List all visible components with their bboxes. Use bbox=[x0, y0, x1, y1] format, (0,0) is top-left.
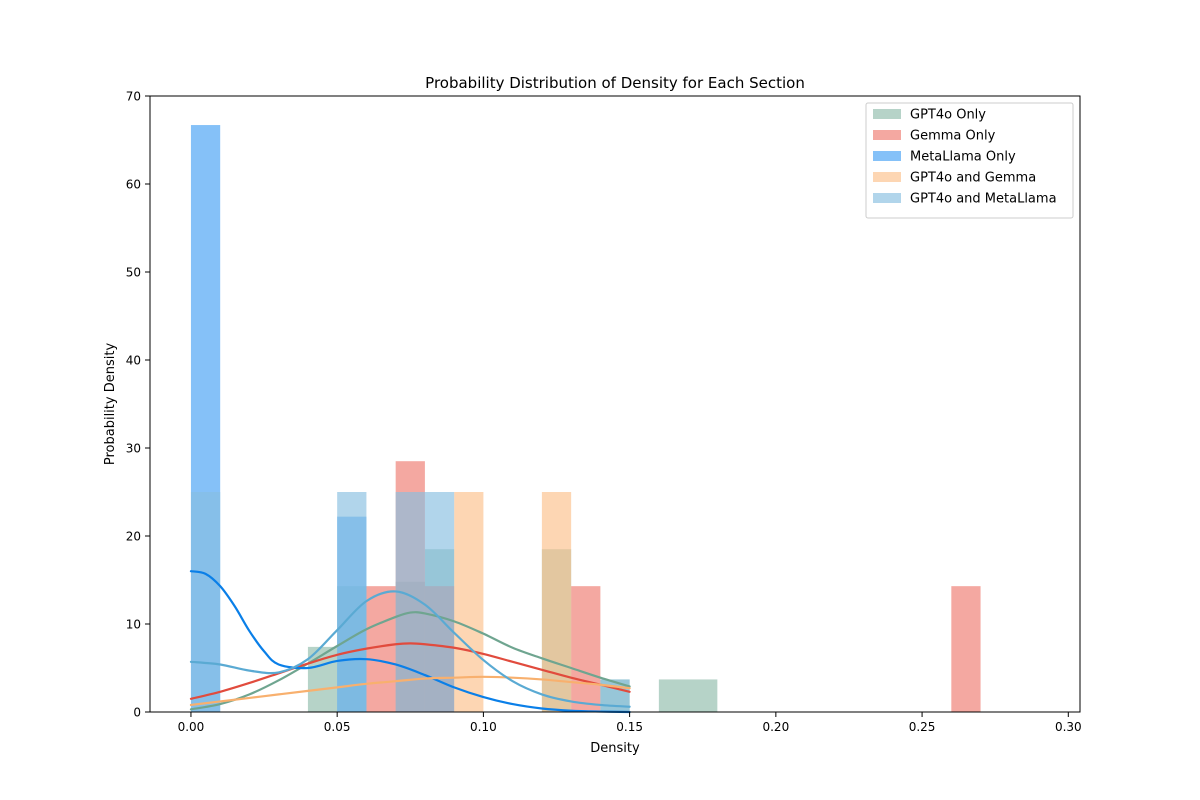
y-axis: 0 10 20 30 40 50 60 70 bbox=[126, 90, 150, 720]
x-tick-label-4: 0.20 bbox=[762, 720, 789, 734]
y-axis-label: Probability Density bbox=[103, 343, 118, 466]
legend-swatch-0 bbox=[873, 109, 901, 119]
kde-line-series-3 bbox=[189, 675, 631, 707]
bar-series-1-bin-3 bbox=[571, 586, 601, 712]
y-tick-label-2: 20 bbox=[126, 530, 141, 544]
x-tick-label-1: 0.05 bbox=[324, 720, 351, 734]
y-tick-label-0: 0 bbox=[133, 706, 141, 720]
plot-frame bbox=[149, 95, 1081, 713]
legend-swatch-2 bbox=[873, 151, 901, 161]
legend-label-1: Gemma Only bbox=[910, 129, 996, 144]
bar-series-1-bin-0 bbox=[366, 586, 396, 712]
x-tick-label-3: 0.15 bbox=[616, 720, 643, 734]
kde-curves bbox=[189, 570, 631, 714]
legend-swatch-1 bbox=[873, 130, 901, 140]
y-tick-label-1: 10 bbox=[126, 618, 141, 632]
x-tick-label-5: 0.25 bbox=[909, 720, 936, 734]
x-tick-label-0: 0.00 bbox=[178, 720, 205, 734]
legend-label-2: MetaLlama Only bbox=[910, 150, 1016, 165]
x-axis: 0.00 0.05 0.10 0.15 0.20 0.25 0.30 bbox=[178, 712, 1082, 734]
y-tick-label-7: 70 bbox=[126, 90, 141, 104]
chart-title: Probability Distribution of Density for … bbox=[425, 74, 805, 92]
bar-series-0-bin-0 bbox=[307, 646, 338, 712]
kde-line-series-1 bbox=[189, 642, 631, 700]
legend-swatch-3 bbox=[873, 172, 901, 182]
bar-series-3-bin-0 bbox=[454, 492, 484, 712]
y-tick-label-3: 30 bbox=[126, 442, 141, 456]
legend-label-0: GPT4o Only bbox=[910, 108, 986, 123]
bar-series-4-bin-0 bbox=[190, 492, 221, 712]
kde-line-series-4 bbox=[189, 590, 631, 708]
legend-swatch-4 bbox=[873, 193, 901, 203]
legend: GPT4o Only Gemma Only MetaLlama Only GPT4o … bbox=[865, 102, 1074, 219]
y-tick-label-5: 50 bbox=[126, 266, 141, 280]
y-tick-label-6: 60 bbox=[126, 178, 141, 192]
x-tick-label-6: 0.30 bbox=[1055, 720, 1082, 734]
kde-line-series-2 bbox=[189, 570, 631, 714]
legend-label-3: GPT4o and Gemma bbox=[910, 171, 1036, 186]
histogram-bars bbox=[190, 125, 981, 713]
legend-box bbox=[865, 102, 1074, 219]
kde-line-series-0 bbox=[189, 611, 631, 711]
legend-label-4: GPT4o and MetaLlama bbox=[910, 192, 1057, 207]
x-tick-label-2: 0.10 bbox=[470, 720, 497, 734]
y-tick-label-4: 40 bbox=[126, 354, 141, 368]
bar-series-4-bin-1 bbox=[337, 492, 367, 712]
x-axis-label: Density bbox=[590, 741, 640, 756]
bar-series-0-bin-6 bbox=[658, 679, 718, 712]
bar-series-1-bin-4 bbox=[951, 586, 981, 712]
bar-series-4-bin-3 bbox=[424, 492, 455, 712]
